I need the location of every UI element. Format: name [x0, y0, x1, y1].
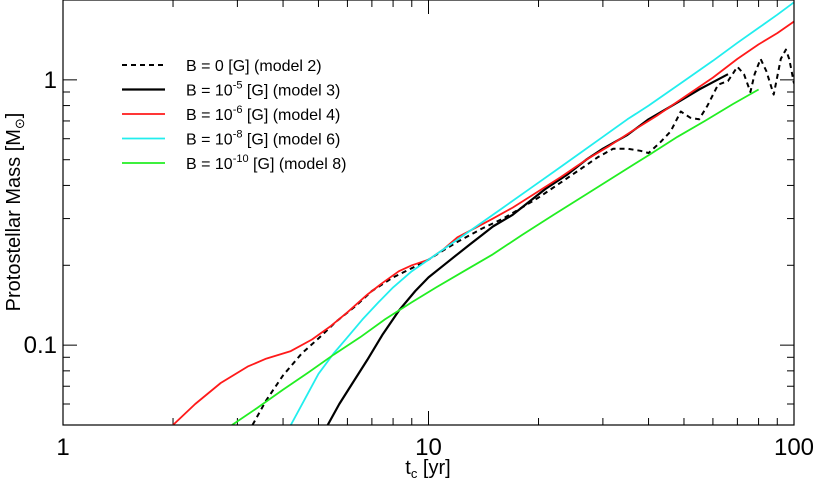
legend-label-text: B = 10: [186, 83, 233, 100]
legend-label-suffix: [G] (model 8): [249, 156, 347, 173]
legend-label-exponent: -5: [233, 80, 243, 92]
legend-label-suffix: [G] (model 4): [242, 107, 340, 124]
series-lines: [172, 1, 794, 425]
plot-frame: [62, 0, 795, 426]
x-axis-label: tc [yr]: [405, 457, 450, 481]
y-axis-label-sub: ⊙: [12, 118, 27, 129]
legend-label-suffix: [G] (model 6): [242, 132, 340, 149]
x-tick-label: 10: [415, 434, 442, 461]
legend-label-2: B = 10-5 [G] (model 3): [186, 80, 340, 100]
y-axis-label-main: Protostellar Mass [M: [3, 129, 25, 311]
legend-label-text: B = 10: [186, 107, 233, 124]
y-axis-label-end: ]: [3, 113, 25, 119]
x-tick-label: 1: [56, 434, 69, 461]
series-line-1: [251, 48, 794, 425]
y-axis-label: Protostellar Mass [M⊙]: [3, 113, 27, 312]
series-line-3: [172, 20, 794, 425]
y-tick-label: 1: [44, 67, 57, 94]
x-tick-label: 100: [774, 434, 814, 461]
x-axis-label-main: t: [405, 457, 411, 479]
legend: B = 0 [G] (model 2)B = 10-5 [G] (model 3…: [122, 58, 346, 173]
x-axis-label-sub: c: [411, 466, 418, 481]
legend-label-exponent: -8: [233, 129, 243, 141]
y-tick-label: 0.1: [24, 332, 57, 359]
legend-label-1: B = 0 [G] (model 2): [186, 58, 322, 75]
legend-label-text: B = 0 [G] (model 2): [186, 58, 322, 75]
legend-label-exponent: -6: [233, 104, 243, 116]
legend-label-3: B = 10-6 [G] (model 4): [186, 104, 340, 124]
tick-marks: [62, 0, 795, 426]
legend-label-exponent: -10: [233, 153, 249, 165]
legend-label-4: B = 10-8 [G] (model 6): [186, 129, 340, 149]
series-line-2: [326, 73, 729, 425]
legend-label-5: B = 10-10 [G] (model 8): [186, 153, 346, 173]
x-axis-label-unit: [yr]: [417, 457, 450, 479]
tick-labels: 1 10 100 0.1 1: [24, 67, 814, 461]
legend-label-suffix: [G] (model 3): [242, 83, 340, 100]
legend-label-text: B = 10: [186, 156, 233, 173]
series-line-5: [231, 88, 760, 425]
legend-label-text: B = 10: [186, 132, 233, 149]
series-line-4: [290, 1, 794, 425]
